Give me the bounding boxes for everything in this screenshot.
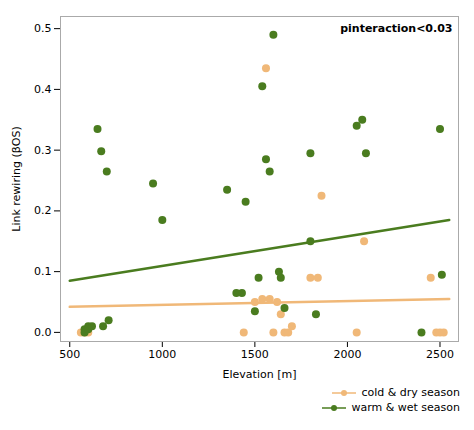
svg-text:0.1: 0.1 xyxy=(34,265,52,278)
svg-text:0.2: 0.2 xyxy=(34,204,52,217)
html-text:warm & wet season: warm & wet season xyxy=(351,401,460,414)
svg-text:0.5: 0.5 xyxy=(34,22,52,35)
svg-text:500: 500 xyxy=(59,348,80,361)
html-text:cold & dry season: cold & dry season xyxy=(361,386,460,399)
svg-text:1500: 1500 xyxy=(241,348,269,361)
svg-text:Link rewiring (βOS): Link rewiring (βOS) xyxy=(10,126,23,231)
svg-text:Elevation [m]: Elevation [m] xyxy=(223,368,297,381)
svg-text:2000: 2000 xyxy=(333,348,361,361)
svg-text:0.0: 0.0 xyxy=(34,326,52,339)
svg-text:0.4: 0.4 xyxy=(34,83,52,96)
svg-text:2500: 2500 xyxy=(426,348,454,361)
svg-text:pinteraction<0.03: pinteraction<0.03 xyxy=(340,22,452,35)
svg-text:0.3: 0.3 xyxy=(34,144,52,157)
svg-text:1000: 1000 xyxy=(148,348,176,361)
